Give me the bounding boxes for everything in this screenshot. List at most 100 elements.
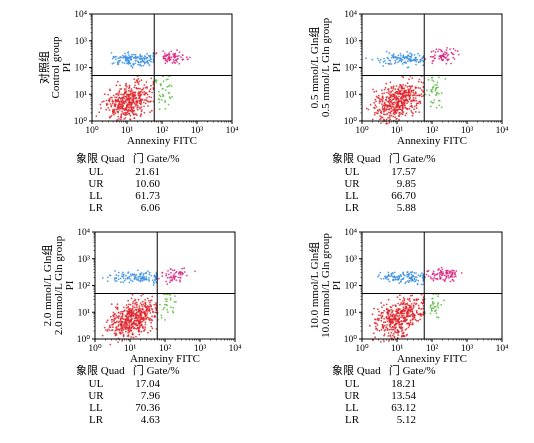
event-dot-ll xyxy=(365,107,368,110)
event-dot-ur xyxy=(454,273,456,276)
event-dot-ul xyxy=(401,278,404,280)
event-dot-ll xyxy=(396,329,399,331)
event-dot-ul xyxy=(131,65,133,67)
event-dot-ll xyxy=(144,321,147,324)
event-dot-ur xyxy=(434,54,436,57)
event-dot-ll xyxy=(408,98,411,101)
event-dot-ll xyxy=(415,311,418,314)
event-dot-ll xyxy=(401,334,404,337)
event-dot-ll xyxy=(395,103,398,106)
event-dot-ll xyxy=(399,90,402,93)
event-dot-ll xyxy=(124,318,126,320)
event-dot-ll xyxy=(411,307,414,310)
event-dot-ur xyxy=(171,277,174,280)
event-dot-ul xyxy=(133,278,136,280)
event-dot-ll xyxy=(393,97,396,100)
event-dot-ll xyxy=(106,319,109,322)
event-dot-ur xyxy=(429,276,432,278)
event-dot-ur xyxy=(431,60,434,62)
event-dot-ll xyxy=(409,315,411,318)
event-dot-ll xyxy=(403,104,406,106)
event-dot-lr xyxy=(157,98,160,100)
event-dot-ul xyxy=(365,57,367,59)
event-dot-ll xyxy=(399,327,402,330)
event-dot-ll xyxy=(413,94,415,96)
event-dot-ll xyxy=(109,88,111,91)
event-dot-ll xyxy=(413,105,416,108)
event-dot-ll xyxy=(417,87,420,89)
event-dot-ur xyxy=(443,55,445,58)
event-dot-ll xyxy=(375,328,377,330)
event-dot-ll xyxy=(393,324,396,327)
event-dot-lr xyxy=(159,95,162,98)
event-dot-ll xyxy=(398,113,401,116)
event-dot-ll xyxy=(407,304,410,307)
event-dot-ll xyxy=(380,302,383,304)
event-dot-ll xyxy=(409,88,411,91)
gate-row-ul: UL 17.57 xyxy=(344,166,416,178)
event-dot-ul xyxy=(139,58,142,60)
event-dot-ul xyxy=(148,55,151,58)
y-tick-label: 10¹ xyxy=(75,90,88,100)
event-dot-ll xyxy=(403,319,405,322)
event-dot-ll xyxy=(413,108,416,111)
event-dot-ll xyxy=(132,109,134,112)
event-dot-ul xyxy=(115,55,117,58)
event-dot-ll xyxy=(131,293,134,296)
event-dot-ll xyxy=(132,99,135,102)
event-dot-ll xyxy=(390,87,393,90)
event-dot-ll xyxy=(120,100,122,102)
event-dot-ul xyxy=(421,276,424,279)
event-dot-ll xyxy=(115,327,118,330)
x-tick-label: 10¹ xyxy=(391,344,404,354)
event-dot-ll xyxy=(136,317,139,319)
event-dot-ll xyxy=(413,299,416,302)
event-dot-ur xyxy=(164,62,167,65)
event-dot-ll xyxy=(128,314,131,316)
event-dot-ur xyxy=(438,48,440,51)
event-dot-ul xyxy=(139,280,141,282)
event-dot-ur xyxy=(441,268,444,271)
event-dot-ll xyxy=(376,329,379,331)
event-dot-ll xyxy=(127,299,130,302)
event-dot-ll xyxy=(105,321,108,323)
event-dot-ul xyxy=(398,60,401,62)
event-dot-ll xyxy=(410,99,413,102)
x-tick-label: 10² xyxy=(426,344,439,354)
y-tick-label: 10⁴ xyxy=(74,10,88,20)
event-dot-ll xyxy=(112,108,114,111)
event-dot-ll xyxy=(407,323,410,325)
event-dot-ll xyxy=(109,103,112,105)
event-dot-ul xyxy=(407,54,410,56)
event-dot-ll xyxy=(123,306,125,309)
y-tick-label: 10⁰ xyxy=(344,116,358,127)
event-dot-ll xyxy=(391,327,393,329)
event-dot-ll xyxy=(388,102,391,105)
event-dot-ll xyxy=(415,104,418,107)
event-dot-lr xyxy=(430,309,433,311)
event-dot-lr xyxy=(437,295,439,298)
event-dot-ll xyxy=(146,87,149,89)
event-dot-ul xyxy=(120,281,122,283)
event-dot-ll xyxy=(381,107,384,109)
event-dot-ll xyxy=(390,306,393,309)
event-dot-ur xyxy=(181,267,184,270)
gate-table-0-5mm: 象限 Quad 门 Gate/% UL 17.57 UR 9.85 LL 66.70 … xyxy=(332,150,436,214)
event-dot-lr xyxy=(437,92,440,95)
event-dot-ll xyxy=(374,325,377,328)
event-dot-ll xyxy=(403,312,406,315)
event-dot-ll xyxy=(150,77,153,80)
event-dot-ll xyxy=(129,97,132,99)
event-dot-ul xyxy=(151,279,154,281)
event-dot-ll xyxy=(134,327,136,330)
scatter-dots xyxy=(101,267,196,346)
event-dot-ll xyxy=(108,99,110,102)
event-dot-ll xyxy=(132,327,135,330)
event-dot-ul xyxy=(121,54,124,57)
event-dot-ll xyxy=(404,84,407,87)
event-dot-ll xyxy=(373,307,375,310)
event-dot-ur xyxy=(436,278,439,281)
event-dot-ul xyxy=(139,272,142,275)
event-dot-ur xyxy=(451,279,454,281)
event-dot-lr xyxy=(429,304,432,307)
